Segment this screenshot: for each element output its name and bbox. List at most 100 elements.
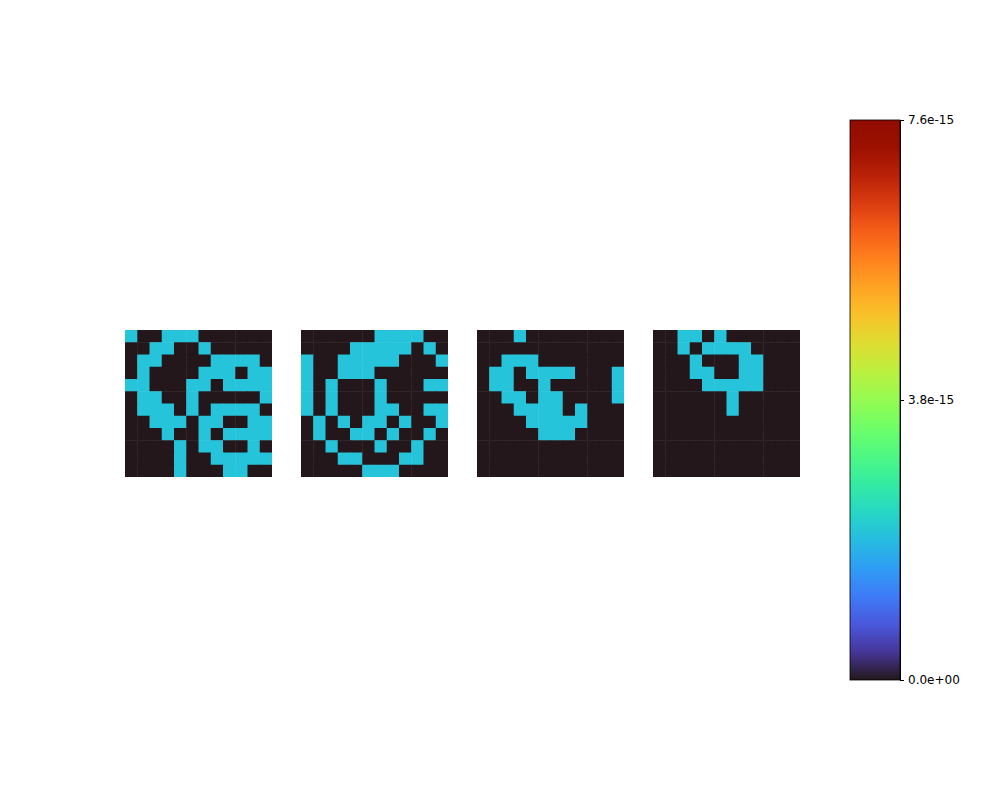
heatmap-cell (788, 391, 800, 404)
heatmap-cell (563, 453, 576, 466)
heatmap-cell (150, 428, 163, 441)
heatmap-cell (375, 428, 388, 441)
heatmap-cell (489, 342, 502, 355)
heatmap-cell (575, 367, 588, 380)
heatmap-cell (714, 355, 727, 368)
heatmap-cell (727, 428, 740, 441)
heatmap-cell (477, 404, 490, 417)
heatmap-cell (186, 440, 199, 453)
heatmap-cell (211, 330, 224, 343)
heatmap-cell (665, 440, 678, 453)
heatmap-cell (600, 440, 613, 453)
heatmap-cell (788, 379, 800, 392)
heatmap-cell (502, 465, 515, 477)
colorbar (850, 120, 900, 680)
heatmap-cell (739, 428, 752, 441)
heatmap-cell (424, 391, 437, 404)
heatmap-cell (436, 367, 448, 380)
heatmap-cell (551, 355, 564, 368)
heatmap-cell (248, 342, 261, 355)
heatmap-cell (235, 379, 248, 392)
colorbar-tick-label: 3.8e-15 (908, 393, 954, 407)
heatmap-cell (600, 330, 613, 343)
heatmap-cell (387, 379, 400, 392)
heatmap-cell (600, 428, 613, 441)
heatmap-cell (727, 330, 740, 343)
heatmap-cell (714, 440, 727, 453)
heatmap-cell (575, 404, 588, 417)
heatmap-cell (714, 342, 727, 355)
heatmap-cell (301, 440, 314, 453)
heatmap-cell (690, 355, 703, 368)
heatmap-cell (575, 440, 588, 453)
heatmap-cell (702, 367, 715, 380)
heatmap-cell (788, 342, 800, 355)
heatmap-cell (678, 416, 691, 429)
heatmap-cell (551, 391, 564, 404)
heatmap-cell (223, 379, 236, 392)
heatmap-cell (514, 440, 527, 453)
heatmap-cell (665, 465, 678, 477)
heatmap-cell (199, 404, 212, 417)
heatmap-cell (690, 465, 703, 477)
heatmap-cell (223, 342, 236, 355)
heatmap-cell (350, 416, 363, 429)
heatmap-cell (776, 391, 789, 404)
heatmap-cell (538, 367, 551, 380)
heatmap-cell (587, 391, 600, 404)
heatmap-cell (678, 342, 691, 355)
heatmap-cell (436, 379, 448, 392)
heatmap-cell (788, 428, 800, 441)
heatmap-cell (612, 440, 624, 453)
heatmap-cell (702, 404, 715, 417)
heatmap-cell (563, 428, 576, 441)
heatmap-cell (174, 379, 187, 392)
heatmap-cell (739, 440, 752, 453)
heatmap-cell (162, 355, 175, 368)
heatmap-cell (678, 367, 691, 380)
heatmap-cell (690, 428, 703, 441)
heatmap-cell (162, 391, 175, 404)
heatmap-cell (137, 453, 150, 466)
heatmap-cell (350, 404, 363, 417)
heatmap-cell (436, 453, 448, 466)
heatmap-cell (424, 379, 437, 392)
heatmap-cell (313, 342, 326, 355)
heatmap-cell (436, 342, 448, 355)
heatmap-cell (313, 355, 326, 368)
heatmap-cell (313, 367, 326, 380)
heatmap-cell (587, 416, 600, 429)
heatmap-cell (375, 404, 388, 417)
heatmap-cell (248, 391, 261, 404)
heatmap-cell (235, 355, 248, 368)
heatmap-cell (260, 330, 272, 343)
heatmap-cell (313, 330, 326, 343)
heatmap-cell (690, 342, 703, 355)
heatmap-cell (186, 465, 199, 477)
heatmap-cell (125, 342, 138, 355)
chart: 0.0e+003.8e-157.6e-15 (0, 0, 1000, 800)
heatmap-cell (526, 416, 539, 429)
heatmap-cell (600, 465, 613, 477)
heatmap-cell (514, 391, 527, 404)
heatmap-cell (150, 367, 163, 380)
heatmap-cell (399, 428, 412, 441)
heatmap-cell (477, 440, 490, 453)
heatmap-cell (362, 416, 375, 429)
heatmap-cell (739, 379, 752, 392)
heatmap-cell (538, 453, 551, 466)
heatmap-cell (424, 465, 437, 477)
heatmap-cell (186, 416, 199, 429)
heatmap-cell (788, 453, 800, 466)
heatmap-cell (186, 342, 199, 355)
heatmap-cell (174, 391, 187, 404)
heatmap-cell (436, 428, 448, 441)
heatmap-cell (551, 428, 564, 441)
heatmap-cell (600, 355, 613, 368)
heatmap-cell (489, 367, 502, 380)
heatmap-cell (702, 355, 715, 368)
heatmap-cell (424, 355, 437, 368)
heatmap-cell (375, 330, 388, 343)
heatmap-cell (186, 428, 199, 441)
heatmap-cell (362, 465, 375, 477)
